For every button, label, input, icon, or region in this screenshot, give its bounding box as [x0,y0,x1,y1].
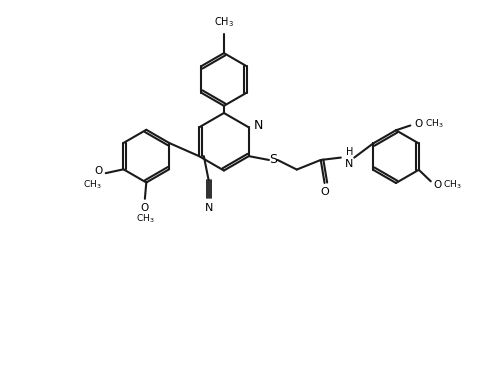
Text: O: O [414,119,422,128]
Text: O: O [320,187,329,197]
Text: N: N [345,158,353,169]
Text: N: N [254,119,263,132]
Text: O: O [433,180,441,190]
Text: H: H [346,147,353,157]
Text: O: O [94,166,103,176]
Text: CH$_3$: CH$_3$ [443,179,462,191]
Text: N: N [204,203,213,213]
Text: CH$_3$: CH$_3$ [425,117,443,130]
Text: S: S [269,153,277,166]
Text: O: O [141,203,149,213]
Text: CH$_3$: CH$_3$ [83,179,102,191]
Text: CH$_3$: CH$_3$ [214,15,234,29]
Text: CH$_3$: CH$_3$ [136,212,154,225]
